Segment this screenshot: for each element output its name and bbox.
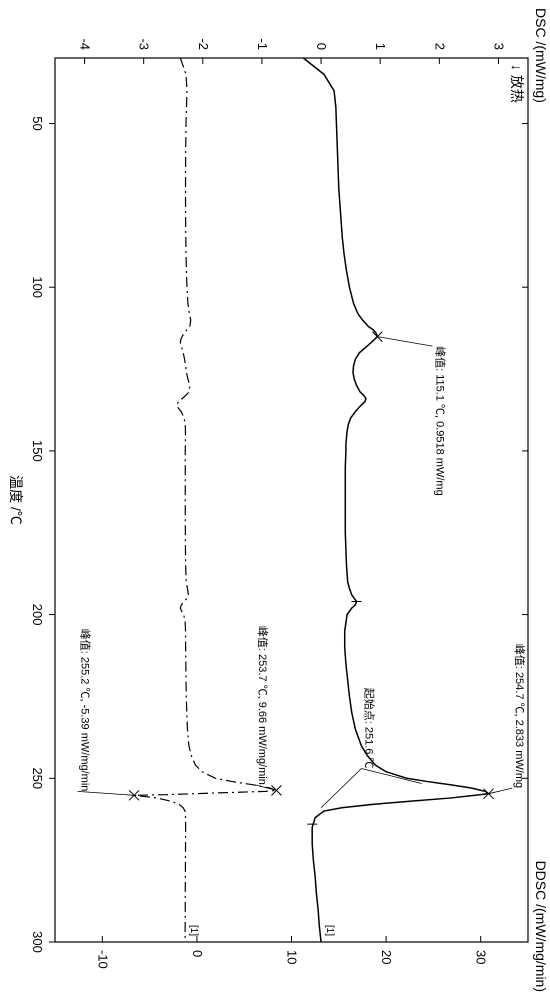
svg-text:[1]: [1] [324, 925, 335, 936]
svg-text:30: 30 [474, 950, 489, 964]
svg-text:3: 3 [491, 43, 506, 50]
svg-text:10: 10 [285, 950, 300, 964]
svg-text:DSC /(mW/mg): DSC /(mW/mg) [533, 8, 549, 103]
svg-text:20: 20 [379, 950, 394, 964]
svg-text:温度 /℃: 温度 /℃ [8, 475, 24, 525]
svg-text:50: 50 [30, 116, 45, 130]
svg-text:↓ 放热: ↓ 放热 [509, 64, 525, 103]
svg-text:峰值: 254.7 ℃, 2.833 mW/mg: 峰值: 254.7 ℃, 2.833 mW/mg [513, 644, 526, 788]
svg-text:2: 2 [432, 43, 447, 50]
svg-text:200: 200 [30, 604, 45, 626]
svg-text:峰值: 115.1 ℃, 0.9518 mW/mg: 峰值: 115.1 ℃, 0.9518 mW/mg [433, 346, 446, 496]
svg-text:0: 0 [314, 43, 329, 50]
svg-text:150: 150 [30, 440, 45, 462]
svg-text:1: 1 [373, 43, 388, 50]
svg-text:起始点: 251.6 ℃: 起始点: 251.6 ℃ [362, 688, 376, 769]
svg-text:[1]: [1] [188, 925, 199, 936]
svg-text:-4: -4 [78, 38, 93, 50]
svg-text:250: 250 [30, 767, 45, 789]
dsc-chart: 50100150200250300温度 /℃-4-3-2-10123-10010… [0, 0, 550, 1000]
svg-text:-1: -1 [255, 38, 270, 50]
svg-text:-2: -2 [196, 38, 211, 50]
svg-text:-3: -3 [137, 38, 152, 50]
svg-text:峰值: 255.2 ℃, -5.39 mW/mg/min: 峰值: 255.2 ℃, -5.39 mW/mg/min [79, 629, 92, 792]
svg-text:峰值: 253.7 ℃, 9.66 mW/mg/min: 峰值: 253.7 ℃, 9.66 mW/mg/min [256, 626, 269, 785]
svg-text:DDSC /(mW/mg/min): DDSC /(mW/mg/min) [533, 861, 549, 992]
svg-text:300: 300 [30, 931, 45, 953]
svg-text:0: 0 [190, 950, 205, 957]
svg-text:-10: -10 [95, 950, 110, 969]
svg-text:100: 100 [30, 276, 45, 298]
